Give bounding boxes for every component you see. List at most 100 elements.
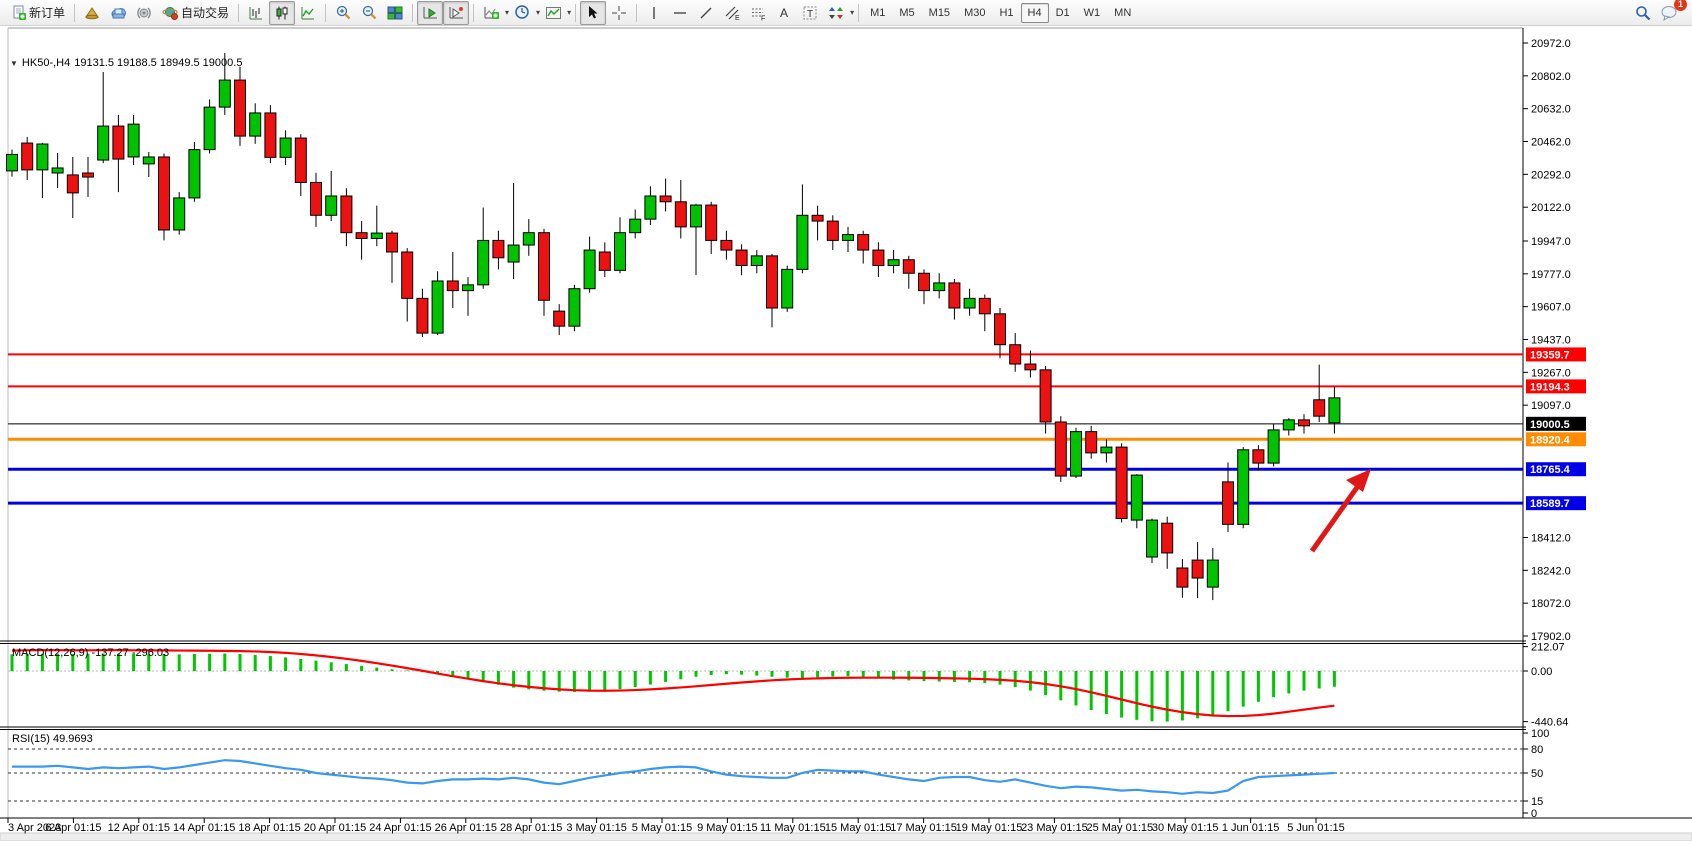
new-order-button[interactable]: 新订单: [6, 1, 70, 25]
collapse-triangle-icon[interactable]: ▼: [10, 58, 18, 68]
time-label: 12 Apr 01:15: [108, 822, 170, 834]
separator: [325, 3, 327, 22]
arrows-button[interactable]: [823, 1, 849, 25]
candlestick-icon: [276, 6, 288, 19]
timeframe-D1[interactable]: D1: [1055, 6, 1070, 19]
timeframe-M15[interactable]: M15: [928, 6, 951, 19]
price-tick-label: 19777.0: [1531, 269, 1571, 281]
timeframe-bar: M1 M5 M15 M30 H1 H4 D1 W1 MN: [863, 2, 1138, 23]
line-chart-button[interactable]: [295, 1, 321, 25]
rsi-label: RSI(15) 49.9693: [12, 733, 93, 745]
charts-cloud-button[interactable]: [105, 1, 131, 25]
text-label-button[interactable]: T: [797, 1, 823, 25]
timeframe-M5[interactable]: M5: [899, 6, 915, 19]
price-line-badges: 19359.7 19194.3 19000.5 18920.4 18765.4 18589…: [1526, 347, 1586, 511]
time-label: 3 Apr 2023: [8, 822, 61, 834]
time-label: 3 May 01:15: [566, 822, 627, 834]
arrows-icon: [828, 6, 843, 19]
symbol-timeframe: HK50-,H4: [21, 57, 71, 69]
crosshair-button[interactable]: [606, 1, 632, 25]
timeframe-MN[interactable]: MN: [1114, 6, 1132, 19]
separator: [412, 3, 414, 22]
template-button[interactable]: [540, 1, 566, 25]
search-icon: [1636, 5, 1651, 20]
vertical-line-button[interactable]: [641, 1, 667, 25]
time-label: 9 May 01:15: [697, 822, 758, 834]
zoom-out-button[interactable]: [356, 1, 382, 25]
chat-icon: [1661, 6, 1677, 21]
macd-axis-label: 212.07: [1531, 642, 1565, 654]
macd-pane: MACD(12,26,9) -137.27 -296.03 212.07 0.00 -…: [8, 642, 1568, 729]
price-tick-label: 20632.0: [1531, 104, 1571, 116]
equidistant-channel-icon: E: [725, 6, 740, 21]
rsi-axis-label: 80: [1531, 744, 1543, 756]
new-order-label: 新订单: [29, 6, 66, 20]
autotrade-label: 自动交易: [181, 6, 230, 20]
price-tick-label: 20802.0: [1531, 71, 1571, 83]
price-tick-label: 19947.0: [1531, 236, 1571, 248]
candlestick-button[interactable]: [269, 0, 296, 25]
chart-window[interactable]: 20972.0 20802.0 20632.0 20462.0 20292.0 20122…: [0, 26, 1692, 842]
autoscroll-button[interactable]: [417, 0, 444, 25]
autotrade-button[interactable]: 自动交易: [157, 1, 234, 25]
rsi-pane: RSI(15) 49.9693 100 80 50 150: [8, 728, 1549, 820]
bar-chart-button[interactable]: [243, 1, 269, 25]
quotes-button[interactable]: [79, 1, 105, 25]
cursor-button[interactable]: [580, 0, 607, 25]
signal-button[interactable]: [131, 1, 157, 25]
price-axis: 20972.0 20802.0 20632.0 20462.0 20292.0 20122…: [1523, 38, 1571, 643]
time-label: 26 Apr 01:15: [435, 822, 497, 834]
timeframe-M1[interactable]: M1: [870, 6, 886, 19]
text-button[interactable]: A: [771, 1, 797, 25]
time-label: 23 May 01:15: [1021, 822, 1088, 834]
macd-label: MACD(12,26,9) -137.27 -296.03: [12, 647, 169, 659]
time-label: 30 May 01:15: [1152, 822, 1219, 834]
text-label-icon: T: [803, 6, 817, 20]
tile-windows-icon: [387, 6, 403, 19]
chat-button[interactable]: 1: [1656, 0, 1687, 25]
signal-icon: [136, 7, 151, 18]
periods-button[interactable]: [509, 1, 535, 25]
annotation-arrow[interactable]: [1309, 469, 1371, 553]
price-tick-label: 20972.0: [1531, 38, 1571, 50]
tile-windows-button[interactable]: [382, 1, 408, 25]
horizontal-line-button[interactable]: [667, 1, 693, 25]
periods-dropdown[interactable]: ▾: [536, 8, 541, 17]
time-label: 15 May 01:15: [825, 822, 892, 834]
timeframe-M30[interactable]: M30: [964, 6, 986, 19]
price-tick-label: 19097.0: [1531, 400, 1571, 412]
rsi-axis-label: 50: [1531, 768, 1543, 780]
fibonacci-icon: F: [751, 8, 765, 21]
timeframe-W1[interactable]: W1: [1083, 6, 1101, 19]
timeframe-H1[interactable]: H1: [999, 6, 1014, 19]
candles-layer: [6, 53, 1341, 601]
indicators-dropdown[interactable]: ▾: [505, 8, 510, 17]
price-tick-label: 18242.0: [1531, 565, 1571, 577]
template-dropdown[interactable]: ▾: [567, 8, 572, 17]
indicators-icon: [484, 6, 499, 19]
quotes-icon: [85, 6, 99, 19]
fibonacci-button[interactable]: F: [745, 1, 771, 25]
equidistant-channel-button[interactable]: E: [719, 1, 745, 25]
indicators-button[interactable]: [478, 1, 504, 25]
macd-axis-label: -440.64: [1531, 717, 1568, 729]
trendline-button[interactable]: [693, 1, 719, 25]
autoscroll-icon: [423, 6, 437, 18]
ohlc-readout[interactable]: ▼ HK50-,H4 19131.5 19188.5 18949.5 19000…: [10, 57, 242, 69]
time-label: 18 Apr 01:15: [238, 822, 300, 834]
time-label: 24 Apr 01:15: [369, 822, 431, 834]
search-button[interactable]: [1630, 1, 1656, 25]
price-badge-19000.5: 19000.5: [1530, 419, 1570, 431]
chart-canvas[interactable]: 20972.0 20802.0 20632.0 20462.0 20292.0 20122…: [0, 26, 1692, 842]
svg-text:F: F: [761, 15, 765, 21]
price-tick-label: 20462.0: [1531, 137, 1571, 149]
line-chart-icon: [301, 6, 315, 19]
time-label: 6 Apr 01:15: [45, 822, 101, 834]
arrows-dropdown[interactable]: ▾: [850, 8, 855, 17]
zoom-in-button[interactable]: [330, 1, 356, 25]
chart-shift-button[interactable]: [443, 0, 470, 25]
timeframe-H4[interactable]: H4: [1020, 2, 1049, 23]
periods-clock-icon: [514, 5, 529, 19]
svg-text:E: E: [735, 15, 740, 21]
time-label: 14 Apr 01:15: [173, 822, 235, 834]
